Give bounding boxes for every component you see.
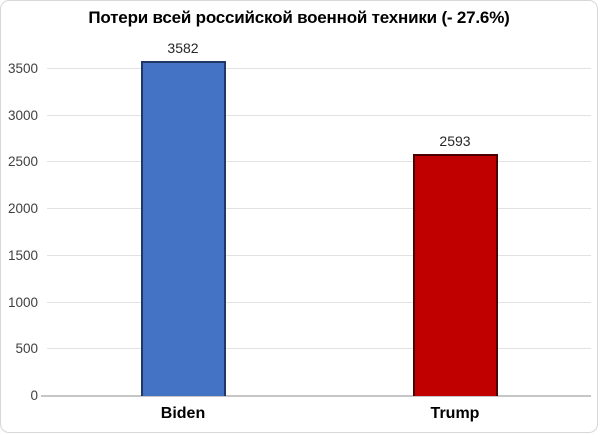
gridline — [47, 208, 591, 210]
y-axis-tick-label: 0 — [30, 388, 38, 403]
chart-title: Потери всей российской военной техники (… — [88, 8, 510, 27]
gridline — [47, 161, 591, 163]
category-label-biden: Biden — [160, 405, 206, 422]
gridline — [47, 68, 591, 69]
y-axis-tick-label: 1000 — [7, 294, 38, 310]
y-axis-tick-label: 1500 — [7, 247, 38, 263]
gridline — [47, 254, 591, 256]
bar-trump — [412, 153, 498, 396]
x-axis-line — [41, 395, 591, 397]
y-axis-tick-label: 2000 — [7, 201, 38, 217]
plot-area: 3582 2593 — [41, 35, 591, 397]
category-label-trump: Trump — [430, 405, 480, 422]
gridline — [47, 301, 591, 303]
bar-value-label: 3582 — [167, 40, 199, 57]
y-axis-tick-label: 500 — [15, 341, 38, 357]
y-axis-tick-label: 3000 — [7, 107, 38, 123]
bar-biden — [140, 61, 226, 396]
gridline — [47, 114, 591, 116]
y-axis-tick-label: 2500 — [7, 154, 38, 170]
gridline — [47, 348, 591, 350]
y-axis-tick-label: 3500 — [7, 61, 38, 76]
bar-value-label: 2593 — [439, 132, 471, 149]
